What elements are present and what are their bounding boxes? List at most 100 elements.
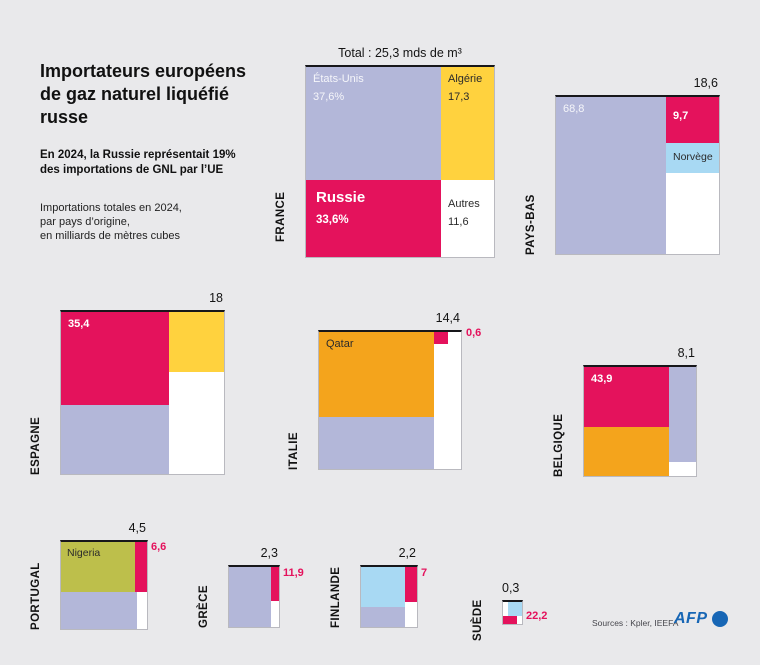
treemap: États-Unis 37,6% Algérie 17,3 Russie 33,…	[305, 65, 495, 258]
segment-russie: 9,7	[666, 97, 719, 143]
segment-origin: Russie	[316, 189, 366, 206]
treemap-france: Total : 25,3 mds de m³ FRANCE États-Unis…	[275, 46, 495, 258]
note-line: en milliards de mètres cubes	[40, 230, 181, 242]
segment-origin: Algérie	[448, 73, 483, 85]
segment-origin: Norvège	[673, 151, 713, 163]
segment-etats-unis	[361, 607, 405, 627]
segment-russie	[434, 332, 448, 344]
segment-value: 11,6	[448, 216, 469, 228]
segment-value: 17,3	[448, 91, 470, 103]
russia-share-label: 7	[421, 567, 428, 579]
segment-etats-unis	[61, 405, 169, 474]
treemap-grece: 2,3 GRÈCE 11,9	[198, 546, 304, 628]
segment-russie	[271, 567, 279, 601]
segment-autres	[666, 173, 719, 254]
afp-logo: AFP	[674, 610, 728, 628]
russia-share-label: 0,6	[466, 327, 482, 339]
note-line: Importations totales en 2024,	[40, 202, 182, 214]
treemap: 68,8 9,7 Norvège	[555, 95, 720, 255]
treemap-espagne: 18 ESPAGNE 35,4	[30, 291, 225, 475]
segment-autres: Autres 11,6	[441, 180, 494, 257]
segment-russie: Russie 33,6%	[306, 180, 441, 257]
segment-russie: 43,9	[584, 367, 669, 427]
subtitle-line: En 2024, la Russie représentait 19%	[40, 149, 236, 161]
segment-origin: États-Unis	[313, 73, 364, 85]
segment-qatar: Qatar	[319, 332, 434, 417]
country-label: FINLANDE	[330, 566, 342, 628]
title-line: russe	[40, 107, 89, 127]
total-label: 4,5	[128, 521, 146, 535]
total-label: 14,4	[435, 311, 460, 325]
segment-value: 35,4	[68, 318, 90, 330]
segment-autres	[669, 462, 696, 476]
treemap	[228, 565, 280, 628]
segment-autres	[271, 601, 279, 627]
treemap	[502, 600, 523, 625]
treemap-belgique: 8,1 BELGIQUE 43,9	[553, 346, 697, 477]
title-line: de gaz naturel liquéfié	[40, 84, 230, 104]
segment-etats-unis: 68,8	[556, 97, 666, 254]
segment-etats-unis	[669, 367, 696, 462]
segment-etats-unis	[61, 592, 137, 629]
segment-qatar	[584, 427, 669, 476]
total-label: 0,3	[502, 581, 520, 595]
segment-value: 37,6%	[313, 91, 345, 103]
segment-value: 43,9	[591, 373, 613, 385]
segment-origin: Qatar	[326, 338, 354, 350]
subtitle-line: des importations de GNL par l’UE	[40, 164, 224, 176]
country-label: ESPAGNE	[30, 416, 42, 475]
total-label: 2,3	[260, 546, 278, 560]
segment-norvege	[508, 602, 522, 616]
note-line: par pays d’origine,	[40, 216, 130, 228]
treemap-finlande: 2,2 FINLANDE 7	[330, 546, 427, 628]
segment-value: 9,7	[673, 110, 689, 122]
segment-etats-unis	[229, 567, 271, 627]
russia-share-label: 22,2	[526, 610, 548, 622]
treemap-portugal: 4,5 PORTUGAL Nigeria 6,6	[30, 521, 166, 630]
country-label: GRÈCE	[198, 585, 210, 628]
segment-etats-unis	[319, 417, 434, 469]
sources-credit: Sources : Kpler, IEEFA	[592, 618, 679, 628]
total-label: 2,2	[398, 546, 416, 560]
total-label: 18	[209, 291, 223, 305]
treemap: Qatar	[318, 330, 462, 470]
segment-origin: Autres	[448, 198, 480, 210]
treemap-italie: 14,4 ITALIE Qatar 0,6	[288, 311, 481, 470]
afp-globe-icon	[711, 611, 728, 627]
segment-russie	[135, 542, 147, 592]
methodology-note: Importations totales en 2024, par pays d…	[40, 201, 182, 243]
total-label: 8,1	[677, 346, 695, 360]
segment-origin: Nigeria	[67, 547, 101, 559]
total-label: 18,6	[693, 76, 718, 90]
segment-algerie: Algérie 17,3	[441, 67, 494, 180]
treemap: 35,4	[60, 310, 225, 475]
treemap	[360, 565, 418, 628]
treemap: Nigeria	[60, 540, 148, 630]
segment-russie	[503, 616, 517, 624]
page-title: Importateurs européens de gaz naturel li…	[40, 60, 246, 129]
country-label: FRANCE	[275, 191, 287, 242]
segment-nigeria: Nigeria	[61, 542, 135, 592]
segment-russie: 35,4	[61, 312, 169, 405]
segment-value: 68,8	[563, 103, 585, 115]
treemap-suede: 0,3 SUÈDE 22,2	[472, 581, 547, 641]
treemap-pays-bas: 18,6 PAYS-BAS 68,8 9,7 Norvège	[525, 76, 720, 255]
country-label: PAYS-BAS	[525, 194, 537, 255]
segment-autres	[169, 372, 224, 474]
country-label: PORTUGAL	[30, 562, 42, 630]
title-line: Importateurs européens	[40, 61, 247, 81]
segment-autres	[434, 332, 461, 469]
russia-share-label: 11,9	[283, 567, 304, 579]
subtitle: En 2024, la Russie représentait 19% des …	[40, 148, 236, 178]
segment-etats-unis: États-Unis 37,6%	[306, 67, 441, 180]
segment-norvege: Norvège	[666, 143, 719, 173]
russia-share-label: 6,6	[151, 541, 167, 553]
segment-norvege	[361, 567, 405, 607]
country-label: SUÈDE	[472, 599, 484, 641]
segment-algerie	[169, 312, 224, 372]
country-label: ITALIE	[288, 432, 300, 470]
segment-value: 33,6%	[316, 214, 349, 226]
treemap: 43,9	[583, 365, 697, 477]
afp-logo-text: AFP	[674, 610, 708, 627]
